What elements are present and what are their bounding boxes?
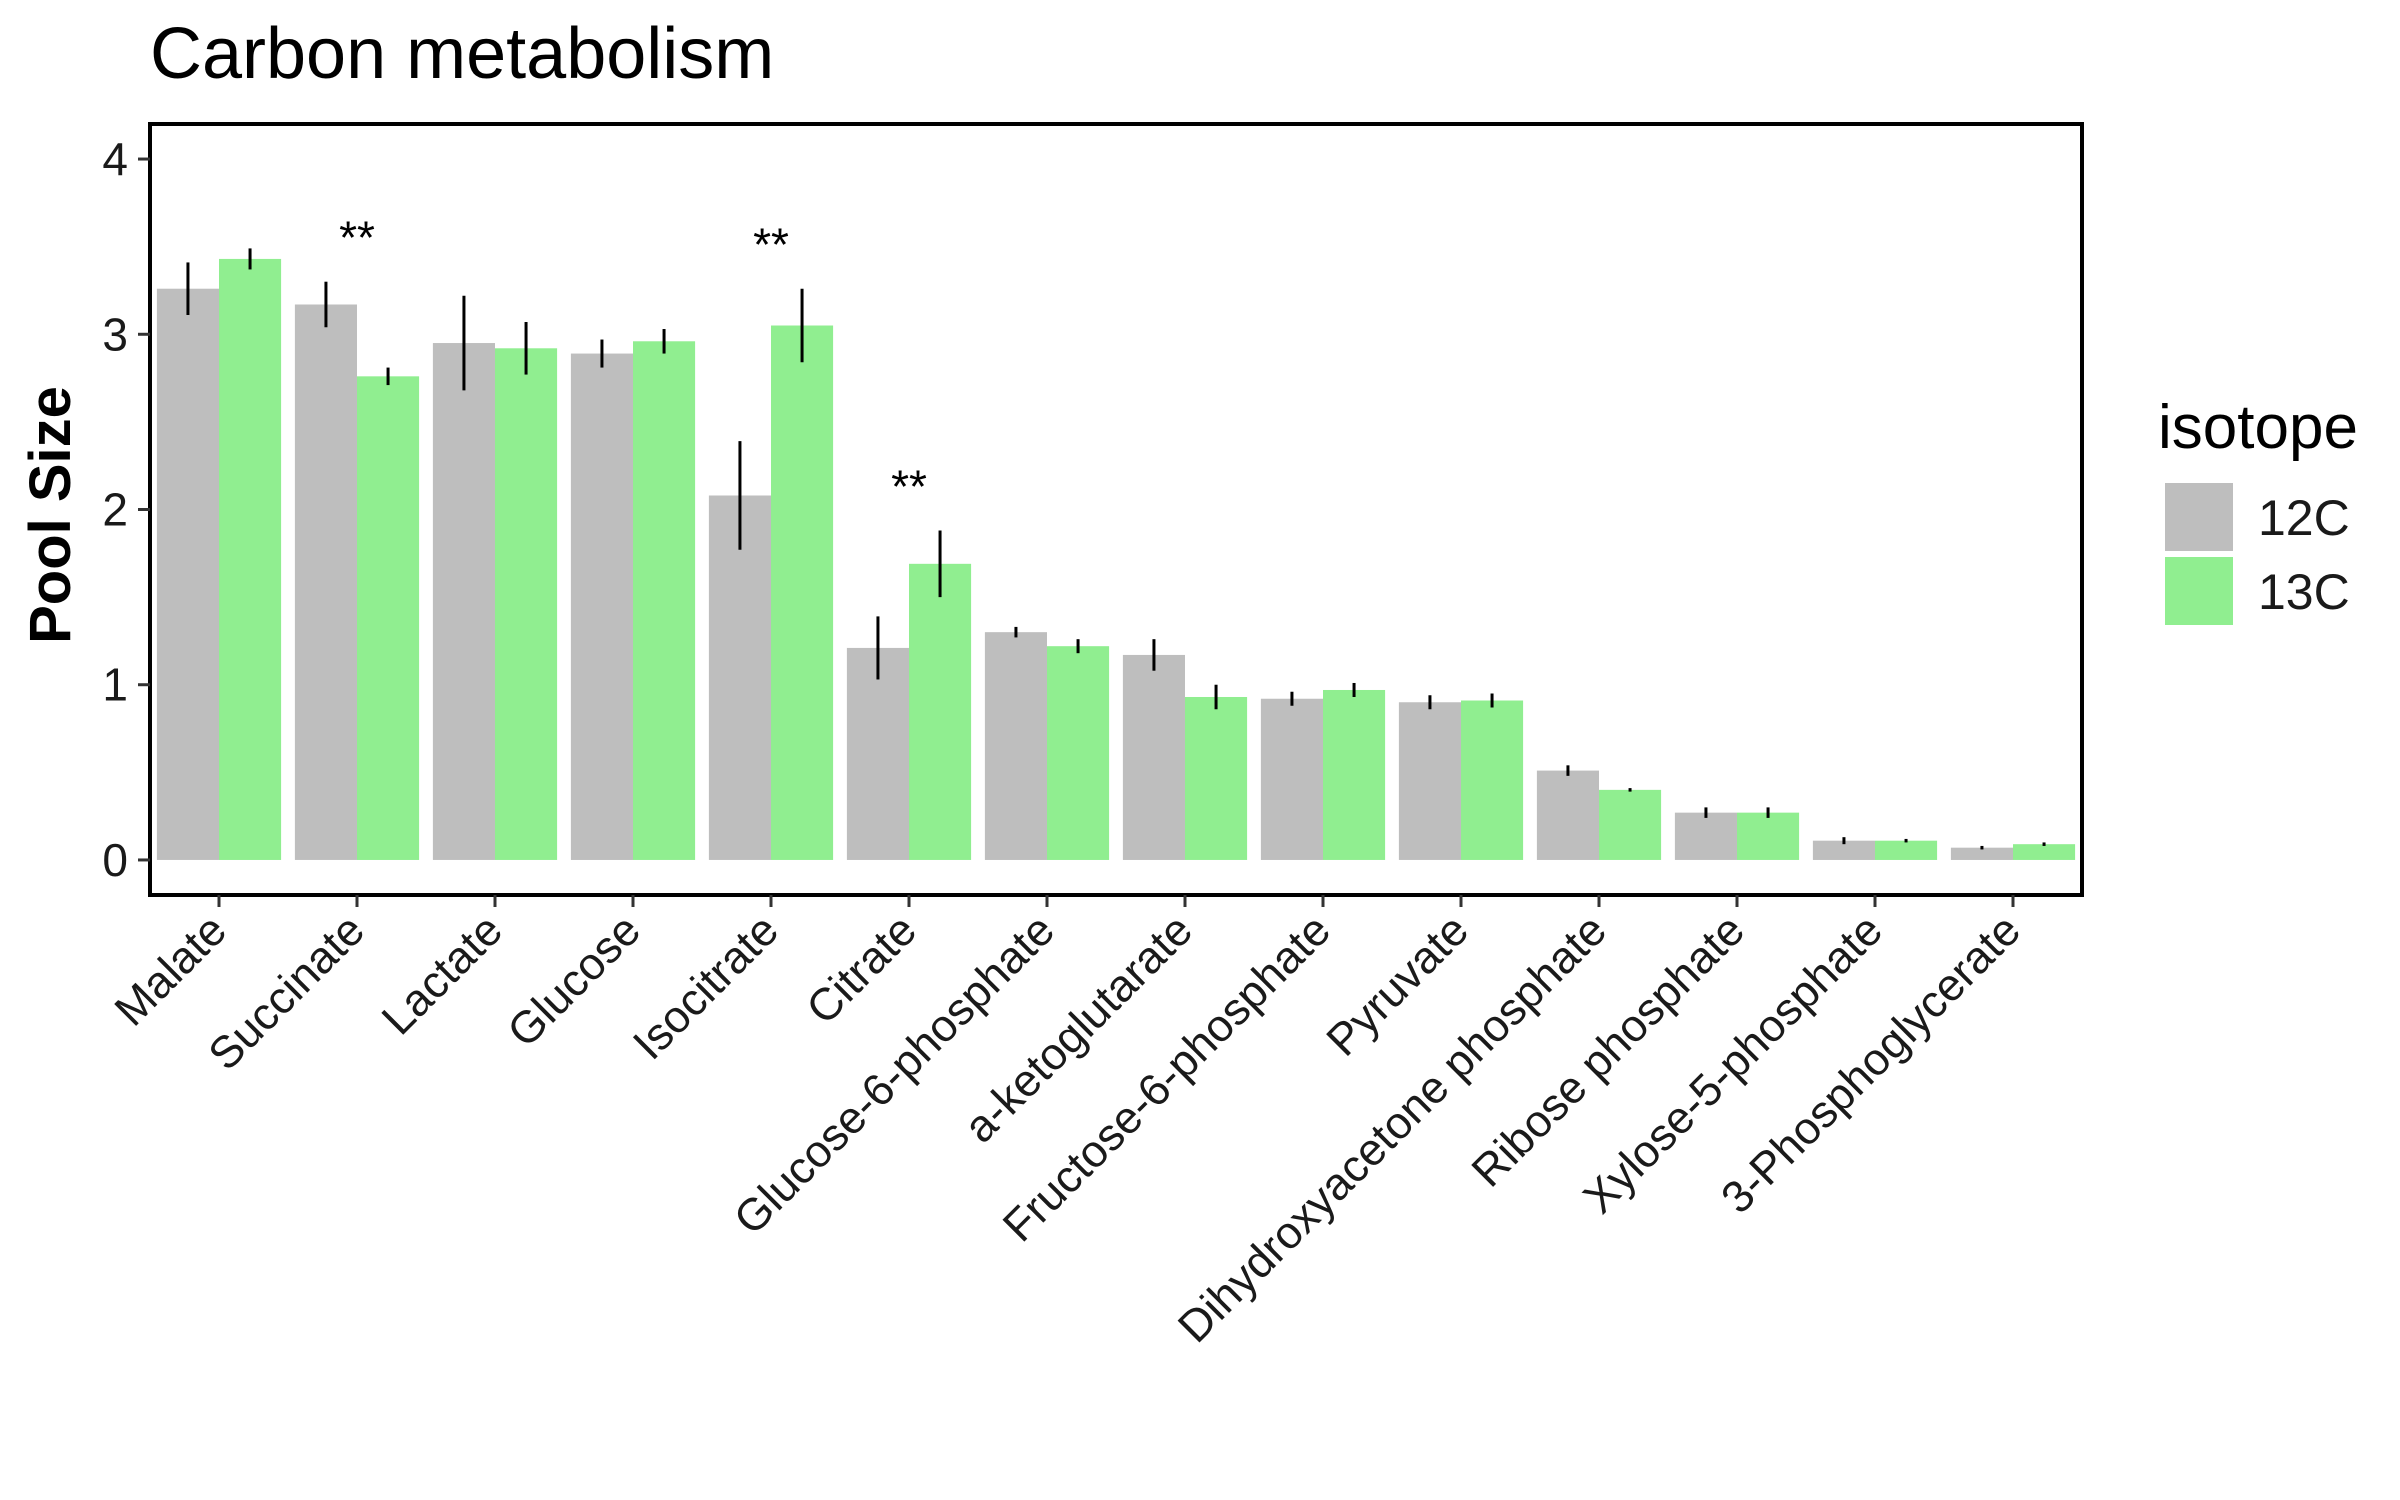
bar-12C-3-phosphoglycerate [1950,847,2013,860]
x-tick-label: Malate [104,904,236,1036]
x-tick-label: Citrate [796,904,926,1034]
bar-12C-succinate [294,304,357,860]
x-tick-label: Isocitrate [623,904,788,1069]
bar-13C-glucose-6-phosphate [1047,646,1110,860]
y-tick-label: 2 [102,484,128,536]
bar-12C-fructose-6-phosphate [1260,698,1323,860]
y-tick-label: 0 [102,834,128,886]
bar-12C-dihydroxyacetone-phosphate [1536,770,1599,860]
significance-marker: ** [753,219,789,271]
bar-12C-isocitrate [708,495,771,860]
bar-13C-lactate [495,348,558,860]
bar-13C-malate [219,258,282,860]
bar-12C-citrate [846,647,909,860]
y-tick-label: 4 [102,133,128,185]
legend-label-13C: 13C [2258,564,2350,620]
bar-13C-glucose [633,341,696,860]
bar-12C-malate [156,288,219,860]
bar-13C-pyruvate [1461,700,1524,860]
y-tick-label: 1 [102,659,128,711]
y-tick-label: 3 [102,308,128,360]
bar-12C-xylose-5-phosphate [1812,840,1875,860]
bar-13C-succinate [357,376,420,860]
bar-13C-isocitrate [771,325,834,860]
bar-12C-ribose-phosphate [1674,812,1737,860]
significance-marker: ** [891,461,927,513]
legend-title: isotope [2158,393,2358,462]
bar-12C-lactate [432,343,495,860]
legend-label-12C: 12C [2258,490,2350,546]
y-axis-title: Pool Size [18,386,83,644]
plot-area: ** ****01234MalateSuccinateLactateGlucose… [102,122,2084,1352]
bar-12C-glucose-6-phosphate [984,632,1047,860]
legend-key-13C [2165,557,2233,625]
bar-12C-glucose [570,353,633,860]
bar-13C-xylose-5-phosphate [1875,840,1938,860]
bar-12C-pyruvate [1398,702,1461,860]
bar-13C-ribose-phosphate [1737,812,1800,860]
bar-13C-dihydroxyacetone-phosphate [1599,789,1662,860]
bar-13C-3-phosphoglycerate [2013,844,2076,860]
x-tick-label: Lactate [372,904,512,1044]
bar-13C-a-ketoglutarate [1185,696,1248,860]
legend-key-12C [2165,483,2233,551]
bar-13C-citrate [909,563,972,860]
significance-marker: ** [339,212,375,264]
chart-title: Carbon metabolism [150,14,774,94]
bar-13C-fructose-6-phosphate [1323,689,1386,860]
legend: isotope 12C 13C [2158,393,2358,625]
bar-12C-a-ketoglutarate [1122,654,1185,860]
